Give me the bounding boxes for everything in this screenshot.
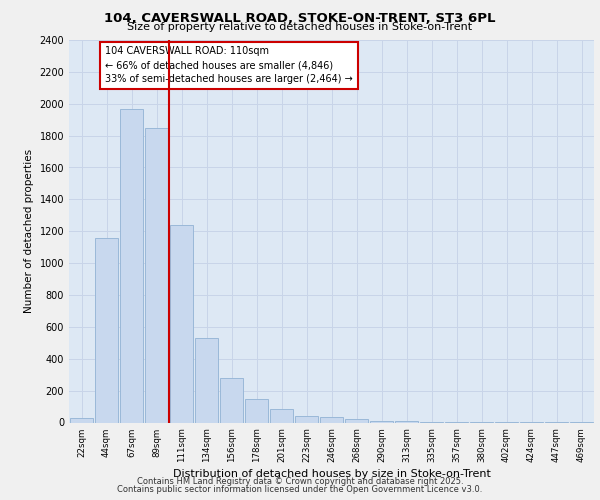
Bar (320, 417, 343, 422)
Text: 104, CAVERSWALL ROAD, STOKE-ON-TRENT, ST3 6PL: 104, CAVERSWALL ROAD, STOKE-ON-TRENT, ST… (104, 12, 496, 26)
Bar (370, 421, 393, 422)
Bar (170, 225, 193, 422)
Bar (220, 378, 243, 422)
Text: Size of property relative to detached houses in Stoke-on-Trent: Size of property relative to detached ho… (127, 22, 473, 32)
Bar (395, 421, 418, 422)
Bar (295, 416, 318, 422)
Bar (195, 338, 218, 422)
Bar (70, 418, 93, 422)
Text: Contains HM Land Registry data © Crown copyright and database right 2025.: Contains HM Land Registry data © Crown c… (137, 477, 463, 486)
Bar (245, 398, 268, 422)
Bar (120, 108, 143, 422)
Y-axis label: Number of detached properties: Number of detached properties (24, 149, 34, 314)
Bar (270, 409, 293, 422)
Bar (145, 128, 168, 422)
Text: 104 CAVERSWALL ROAD: 110sqm
← 66% of detached houses are smaller (4,846)
33% of : 104 CAVERSWALL ROAD: 110sqm ← 66% of det… (105, 46, 353, 84)
X-axis label: Distribution of detached houses by size in Stoke-on-Trent: Distribution of detached houses by size … (173, 469, 490, 479)
Bar (345, 418, 368, 422)
Text: Contains public sector information licensed under the Open Government Licence v3: Contains public sector information licen… (118, 485, 482, 494)
Bar (95, 238, 118, 422)
